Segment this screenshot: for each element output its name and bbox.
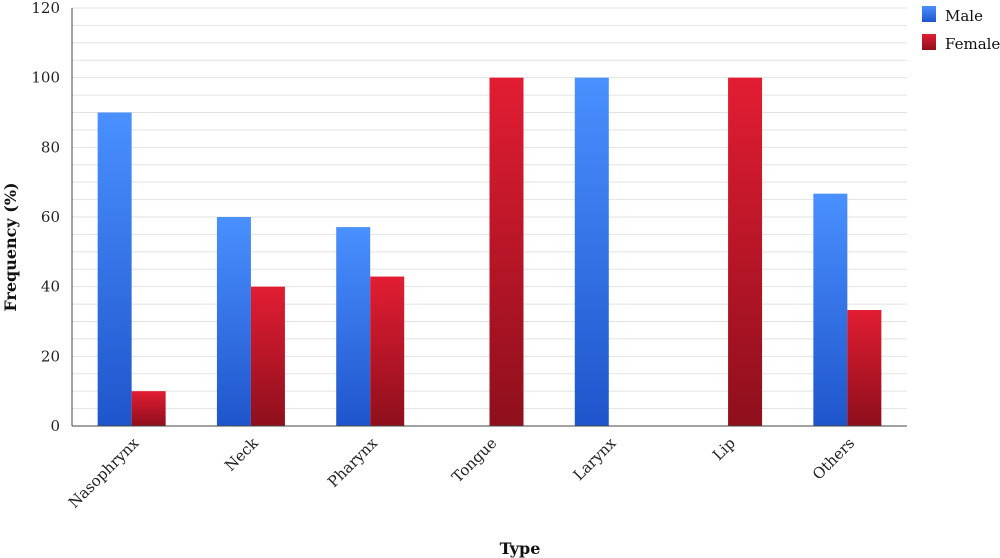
y-tick-labels: 0 20 40 60 80 100 120 — [31, 0, 60, 435]
axes — [71, 8, 907, 427]
x-tick-label: Neck — [221, 433, 262, 474]
legend-swatch-female — [922, 34, 936, 50]
x-tick-labels: Nasophrynx Neck Pharynx Tongue Larynx Lip Othe… — [65, 433, 858, 511]
y-tick-label: 20 — [41, 347, 60, 365]
bar-male — [813, 193, 848, 426]
x-tick-label: Pharynx — [324, 434, 381, 491]
x-tick-label: Nasophrynx — [65, 434, 143, 512]
x-axis-title: Type — [500, 539, 541, 558]
bar-female — [370, 276, 405, 426]
bars — [97, 77, 882, 427]
bar-female — [131, 391, 166, 426]
y-tick-label: 100 — [31, 69, 60, 87]
y-tick-label: 60 — [41, 208, 60, 226]
bar-female — [728, 77, 763, 427]
legend-label-male: Male — [945, 7, 983, 25]
x-tick-label: Others — [809, 434, 858, 483]
bar-female — [489, 77, 524, 427]
x-tick-label: Tongue — [448, 434, 500, 486]
legend-label-female: Female — [945, 35, 1000, 53]
bar-female — [250, 286, 285, 426]
bar-male — [336, 227, 371, 426]
bar-male — [574, 77, 609, 427]
bar-male — [216, 217, 251, 426]
y-tick-label: 40 — [41, 278, 60, 296]
legend: Male Female — [922, 6, 1000, 53]
y-axis-title: Frequency (%) — [1, 182, 20, 311]
y-tick-label: 0 — [50, 417, 60, 435]
x-tick-label: Lip — [709, 434, 739, 464]
y-tick-label: 80 — [41, 138, 60, 156]
bar-male — [97, 112, 132, 426]
y-tick-label: 120 — [31, 0, 60, 17]
x-tick-label: Larynx — [570, 434, 620, 484]
legend-swatch-male — [922, 6, 936, 22]
bar-female — [847, 310, 882, 426]
